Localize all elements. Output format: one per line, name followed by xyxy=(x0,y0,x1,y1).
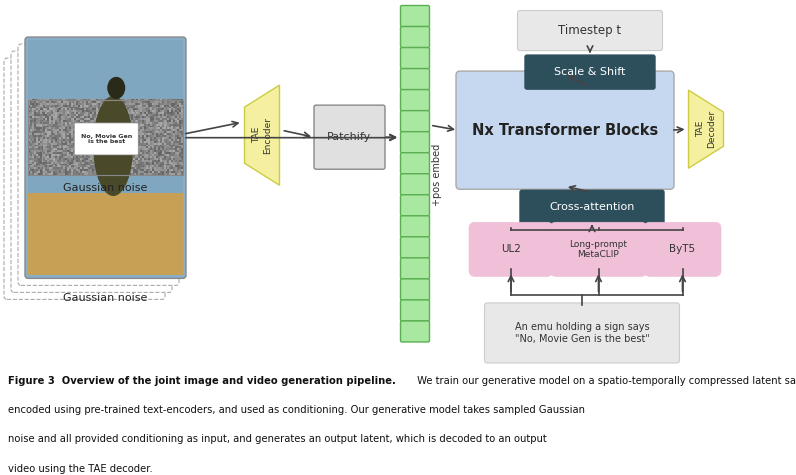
FancyBboxPatch shape xyxy=(469,222,553,276)
Text: Cross-attention: Cross-attention xyxy=(549,202,634,212)
Text: noise and all provided conditioning as input, and generates an output latent, wh: noise and all provided conditioning as i… xyxy=(8,434,547,444)
FancyBboxPatch shape xyxy=(400,216,430,237)
Text: We train our generative model on a spatio-temporally compressed latent sapce, wh: We train our generative model on a spati… xyxy=(414,376,796,386)
FancyBboxPatch shape xyxy=(400,300,430,321)
Text: encoded using pre-trained text-encoders, and used as conditioning. Our generativ: encoded using pre-trained text-encoders,… xyxy=(8,405,585,415)
FancyBboxPatch shape xyxy=(4,58,165,299)
FancyBboxPatch shape xyxy=(485,303,680,363)
Text: ByT5: ByT5 xyxy=(669,244,696,254)
FancyBboxPatch shape xyxy=(400,174,430,195)
Bar xyxy=(28,40,183,193)
FancyBboxPatch shape xyxy=(517,10,662,50)
Ellipse shape xyxy=(93,96,133,196)
Text: Patchify: Patchify xyxy=(327,132,372,142)
Text: Long-prompt
MetaCLIP: Long-prompt MetaCLIP xyxy=(569,239,627,259)
FancyBboxPatch shape xyxy=(456,71,674,189)
FancyBboxPatch shape xyxy=(18,44,179,285)
FancyBboxPatch shape xyxy=(400,237,430,258)
FancyBboxPatch shape xyxy=(644,222,721,276)
FancyBboxPatch shape xyxy=(400,111,430,132)
Text: Scale & Shift: Scale & Shift xyxy=(554,67,626,77)
Text: video using the TAE decoder.: video using the TAE decoder. xyxy=(8,464,153,474)
FancyBboxPatch shape xyxy=(11,51,172,293)
FancyBboxPatch shape xyxy=(525,55,655,89)
Text: Timestep t: Timestep t xyxy=(559,24,622,37)
Text: +pos embed: +pos embed xyxy=(432,144,442,206)
Text: Figure 3  Overview of the joint image and video generation pipeline.: Figure 3 Overview of the joint image and… xyxy=(8,376,396,386)
FancyBboxPatch shape xyxy=(400,6,430,27)
Text: TAE
Encoder: TAE Encoder xyxy=(252,117,271,154)
Text: An emu holding a sign says
"No, Movie Gen is the best": An emu holding a sign says "No, Movie Ge… xyxy=(514,322,650,344)
Text: Gaussian noise: Gaussian noise xyxy=(64,294,148,304)
Text: Gaussian noise: Gaussian noise xyxy=(64,183,148,193)
FancyBboxPatch shape xyxy=(400,279,430,300)
FancyBboxPatch shape xyxy=(400,152,430,174)
FancyBboxPatch shape xyxy=(400,132,430,152)
Text: No, Movie Gen
is the best: No, Movie Gen is the best xyxy=(80,133,132,144)
FancyBboxPatch shape xyxy=(550,222,647,276)
Text: TAE
Decoder: TAE Decoder xyxy=(696,110,716,148)
FancyBboxPatch shape xyxy=(400,321,430,342)
Bar xyxy=(28,193,183,276)
FancyBboxPatch shape xyxy=(25,37,186,278)
FancyBboxPatch shape xyxy=(400,90,430,111)
Ellipse shape xyxy=(107,77,125,99)
Polygon shape xyxy=(689,90,724,168)
Bar xyxy=(28,100,183,175)
Text: UL2: UL2 xyxy=(501,244,521,254)
FancyBboxPatch shape xyxy=(400,258,430,279)
FancyBboxPatch shape xyxy=(74,123,139,155)
FancyBboxPatch shape xyxy=(314,105,385,169)
FancyBboxPatch shape xyxy=(400,68,430,90)
FancyBboxPatch shape xyxy=(400,195,430,216)
Text: Nx Transformer Blocks: Nx Transformer Blocks xyxy=(472,123,658,138)
FancyBboxPatch shape xyxy=(400,27,430,48)
FancyBboxPatch shape xyxy=(400,48,430,68)
Polygon shape xyxy=(244,85,279,185)
FancyBboxPatch shape xyxy=(520,190,664,224)
